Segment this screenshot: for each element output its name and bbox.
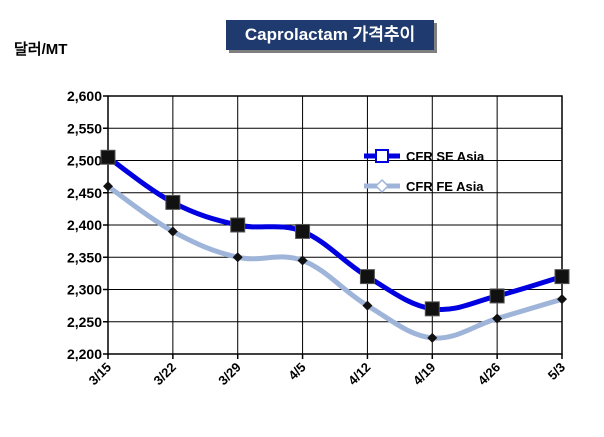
x-tick-label: 4/12: [345, 360, 374, 389]
data-point-cfr-fe-asia: [492, 313, 503, 324]
chart-title: Caprolactam 가격추이: [226, 20, 434, 50]
legend-marker-diamond: [374, 178, 390, 194]
y-tick-label: 2,200: [67, 346, 102, 362]
data-point-cfr-se-asia: [100, 149, 116, 165]
data-point-cfr-se-asia: [424, 301, 440, 317]
y-tick-label: 2,250: [67, 314, 102, 330]
data-point-cfr-se-asia: [230, 217, 246, 233]
legend-label: CFR FE Asia: [406, 179, 484, 194]
x-tick-label: 5/3: [545, 360, 568, 383]
data-point-cfr-fe-asia: [232, 252, 243, 263]
series-line-cfr-fe-asia: [105, 183, 565, 341]
legend-label: CFR SE Asia: [406, 149, 485, 164]
x-tick-label: 3/29: [215, 360, 244, 389]
x-tick-label: 4/19: [410, 360, 439, 389]
y-tick-label: 2,500: [67, 153, 102, 169]
data-point-cfr-fe-asia: [103, 181, 113, 192]
y-tick-label: 2,550: [67, 120, 102, 136]
data-point-cfr-se-asia: [359, 269, 375, 285]
data-point-cfr-fe-asia: [557, 294, 567, 305]
data-point-cfr-se-asia: [554, 269, 570, 285]
y-tick-label: 2,600: [67, 88, 102, 104]
x-tick-label: 3/22: [150, 360, 179, 389]
x-tick-label: 4/26: [475, 360, 504, 389]
y-tick-label: 2,400: [67, 217, 102, 233]
y-tick-label: 2,300: [67, 282, 102, 298]
x-tick-label: 3/15: [86, 360, 115, 389]
data-point-cfr-se-asia: [489, 288, 505, 304]
data-point-cfr-fe-asia: [427, 332, 438, 343]
data-point-cfr-se-asia: [165, 194, 181, 210]
data-point-cfr-se-asia: [295, 223, 311, 239]
x-tick-label: 4/5: [285, 360, 308, 383]
data-point-cfr-fe-asia: [167, 226, 178, 237]
legend-marker-square: [375, 149, 389, 163]
y-tick-label: 2,450: [67, 185, 102, 201]
data-point-cfr-fe-asia: [297, 255, 308, 266]
data-point-cfr-fe-asia: [362, 300, 373, 311]
y-tick-label: 2,350: [67, 249, 102, 265]
y-axis-unit-label: 달러/MT: [14, 41, 68, 58]
